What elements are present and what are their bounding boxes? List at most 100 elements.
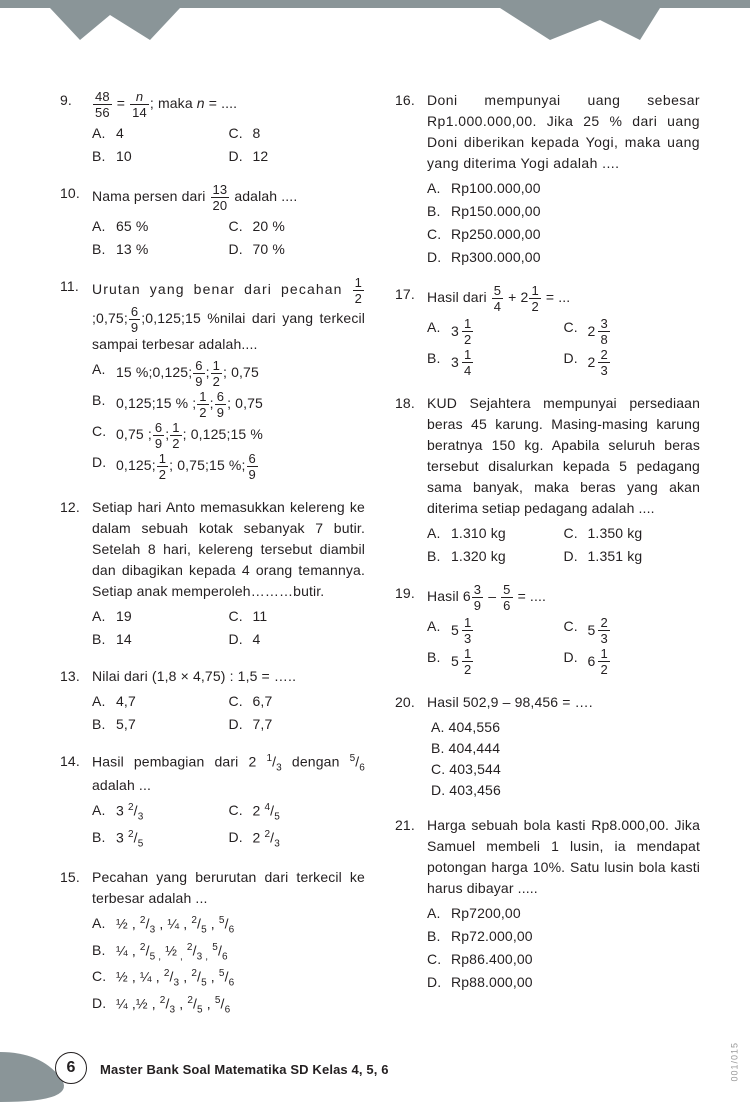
opt-d: 70 % <box>253 239 366 260</box>
opt-a: 513 <box>451 616 564 645</box>
question-14: 14. Hasil pembagian dari 2 1/3 dengan 5/… <box>60 751 365 853</box>
opt-c: 238 <box>588 317 701 346</box>
question-number: 10. <box>60 183 92 204</box>
text: Pecahan yang berurutan dari terkecil ke … <box>92 869 365 906</box>
header-banner <box>0 0 750 60</box>
opt-c: ½ , ¼ , 2/3 , 2/5 , 5/6 <box>116 966 365 990</box>
opt-c: 8 <box>253 123 366 144</box>
question-number: 12. <box>60 497 92 518</box>
question-11: 11. Urutan yang benar dari pecahan 12;0,… <box>60 276 365 483</box>
text: KUD Sejahtera mempunyai persediaan beras… <box>427 395 700 516</box>
question-number: 14. <box>60 751 92 772</box>
opt-a: Rp100.000,00 <box>451 178 700 199</box>
side-code: 001/015 <box>730 1042 740 1082</box>
text: Hasil pembagian dari 2 <box>92 754 266 770</box>
question-number: 19. <box>395 583 427 604</box>
question-18: 18. KUD Sejahtera mempunyai persediaan b… <box>395 393 700 569</box>
question-number: 17. <box>395 284 427 305</box>
opt-c: 11 <box>253 606 366 627</box>
opt-d: 612 <box>588 647 701 676</box>
content-area: 9. 4856 = n14; maka n = .... A.4C.8 B.10… <box>0 60 750 1040</box>
question-number: 13. <box>60 666 92 687</box>
question-17: 17. Hasil dari 54 + 212 = ... A.312C.238… <box>395 284 700 379</box>
opt-b: ¼ , 2/5 , ½ , 2/3 , 5/6 <box>116 940 365 964</box>
question-19: 19. Hasil 639 – 56 = .... A.513C.523 B.5… <box>395 583 700 678</box>
question-number: 18. <box>395 393 427 414</box>
opt-d: Rp88.000,00 <box>451 972 700 993</box>
opt-a: 312 <box>451 317 564 346</box>
question-13: 13. Nilai dari (1,8 × 4,75) : 1,5 = ….. … <box>60 666 365 737</box>
opt-d: 1.351 kg <box>588 546 701 567</box>
question-15: 15. Pecahan yang berurutan dari terkecil… <box>60 867 365 1019</box>
opt-d: 0,125;12; 0,75;15 %;69 <box>116 452 365 481</box>
footer: 6 Master Bank Soal Matematika SD Kelas 4… <box>0 1052 750 1102</box>
opt-d: 7,7 <box>253 714 366 735</box>
question-number: 21. <box>395 815 427 836</box>
text: Urutan yang benar dari pecahan <box>92 281 352 297</box>
opt-c: 0,75 ;69;12; 0,125;15 % <box>116 421 365 450</box>
text: Harga sebuah bola kasti Rp8.000,00. Jika… <box>427 817 700 896</box>
question-20: 20. Hasil 502,9 – 98,456 = …. A. 404,556… <box>395 692 700 801</box>
question-16: 16. Doni mempunyai uang sebesar Rp1.000.… <box>395 90 700 270</box>
opt-d: 12 <box>253 146 366 167</box>
opt-b: 512 <box>451 647 564 676</box>
opt-a: A. 404,556 <box>427 717 700 738</box>
opt-a: ½ , 2/3 , ¼ , 2/5 , 5/6 <box>116 913 365 937</box>
opt-c: 2 4/5 <box>253 800 366 824</box>
opt-d: 2 2/3 <box>253 827 366 851</box>
opt-a: 19 <box>116 606 229 627</box>
text: Hasil <box>427 588 463 604</box>
text: Hasil 502,9 – 98,456 = …. <box>427 694 593 710</box>
text: dengan <box>282 754 350 770</box>
text: Hasil dari <box>427 289 491 305</box>
question-9: 9. 4856 = n14; maka n = .... A.4C.8 B.10… <box>60 90 365 169</box>
opt-a: 1.310 kg <box>451 523 564 544</box>
question-number: 15. <box>60 867 92 888</box>
opt-b: 14 <box>116 629 229 650</box>
opt-a: 4 <box>116 123 229 144</box>
opt-a: Rp7200,00 <box>451 903 700 924</box>
text: adalah ... <box>92 777 151 793</box>
text: ; maka <box>150 95 197 111</box>
opt-c: 1.350 kg <box>588 523 701 544</box>
text: adalah .... <box>230 188 297 204</box>
text: Nilai dari (1,8 × 4,75) : 1,5 = ….. <box>92 668 296 684</box>
text: = .... <box>205 95 238 111</box>
opt-c: C. 403,544 <box>427 759 700 780</box>
opt-c: Rp250.000,00 <box>451 224 700 245</box>
opt-b: 10 <box>116 146 229 167</box>
opt-a: 4,7 <box>116 691 229 712</box>
opt-d: D. 403,456 <box>427 780 700 801</box>
opt-d: 223 <box>588 348 701 377</box>
opt-d: Rp300.000,00 <box>451 247 700 268</box>
question-number: 9. <box>60 90 92 111</box>
opt-c: 6,7 <box>253 691 366 712</box>
opt-d: 4 <box>253 629 366 650</box>
opt-b: Rp150.000,00 <box>451 201 700 222</box>
text: Doni mempunyai uang sebesar Rp1.000.000,… <box>427 92 700 171</box>
opt-c: 523 <box>588 616 701 645</box>
opt-b: 3 2/5 <box>116 827 229 851</box>
opt-b: 314 <box>451 348 564 377</box>
text: = .... <box>514 588 547 604</box>
opt-b: 0,125;15 % ;12;69; 0,75 <box>116 390 365 419</box>
opt-b: 1.320 kg <box>451 546 564 567</box>
opt-d: ¼ ,½ , 2/3 , 2/5 , 5/6 <box>116 993 365 1017</box>
opt-b: 5,7 <box>116 714 229 735</box>
opt-a: 65 % <box>116 216 229 237</box>
opt-b: 13 % <box>116 239 229 260</box>
page-number: 6 <box>55 1052 87 1084</box>
opt-a: 15 %;0,125;69;12; 0,75 <box>116 359 365 388</box>
footer-title: Master Bank Soal Matematika SD Kelas 4, … <box>100 1062 389 1077</box>
question-number: 16. <box>395 90 427 111</box>
opt-a: 3 2/3 <box>116 800 229 824</box>
question-12: 12. Setiap hari Anto memasukkan kelereng… <box>60 497 365 652</box>
opt-c: Rp86.400,00 <box>451 949 700 970</box>
opt-b: B. 404,444 <box>427 738 700 759</box>
question-21: 21. Harga sebuah bola kasti Rp8.000,00. … <box>395 815 700 995</box>
opt-c: 20 % <box>253 216 366 237</box>
question-10: 10. Nama persen dari 1320 adalah .... A.… <box>60 183 365 262</box>
opt-b: Rp72.000,00 <box>451 926 700 947</box>
text: Setiap hari Anto memasukkan kelereng ke … <box>92 499 365 599</box>
question-number: 11. <box>60 276 92 297</box>
